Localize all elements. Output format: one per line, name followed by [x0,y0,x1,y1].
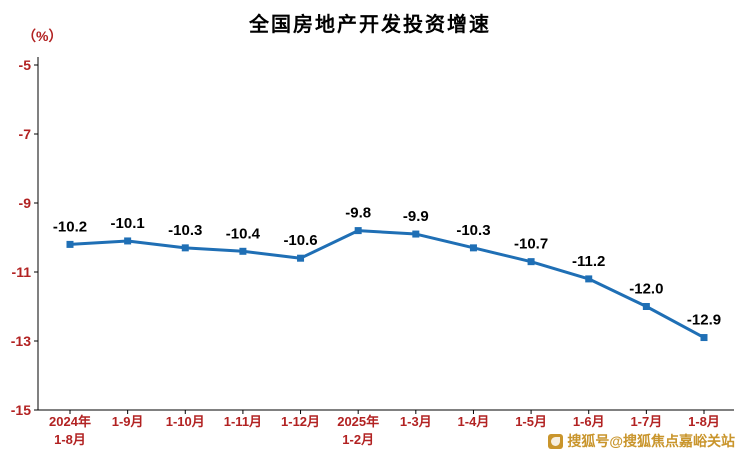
series-line [68,229,706,340]
x-tick-label: 1-3月 [400,414,432,429]
data-label: -12.0 [629,281,663,298]
data-label: -10.7 [514,236,548,253]
data-label: -9.8 [345,205,371,222]
x-tick-label: 1-4月 [458,414,490,429]
x-tick-label: 2024年 [49,414,91,429]
data-point [642,303,650,310]
y-tick-label: -15 [11,402,31,418]
y-axis-unit-label: （%） [22,28,63,44]
y-tick-label: -9 [19,195,32,211]
data-label: -10.3 [168,222,202,239]
data-label: -12.9 [687,312,721,329]
y-tick-label: -7 [19,126,32,142]
x-tick-label: 1-9月 [112,414,144,429]
x-tick-label: 1-12月 [281,414,320,429]
data-label: -10.1 [111,215,145,232]
data-point [239,247,247,255]
y-tick-label: -13 [11,333,31,349]
x-tick-label: 1-10月 [166,414,205,429]
watermark-text: 搜狐号@搜狐焦点嘉峪关站 [567,433,735,449]
data-label: -10.2 [53,218,87,235]
x-tick-label: 1-6月 [573,414,605,429]
data-point [66,240,74,248]
sohu-logo-icon [548,433,564,449]
data-point [297,254,305,262]
data-point [527,258,535,266]
data-point [181,244,189,252]
data-label: -9.9 [403,208,429,225]
y-tick-label: -11 [12,264,32,280]
y-tick-label: -5 [19,57,32,73]
data-point [124,237,132,245]
x-tick-label: 1-5月 [515,414,547,429]
x-tick-label: 1-7月 [630,414,662,429]
x-tick-label: 1-8月 [54,432,86,447]
data-point [354,227,362,235]
data-point [700,334,708,342]
data-label: -10.6 [283,232,317,249]
data-label: -10.3 [456,222,490,239]
x-tick-label: 1-2月 [342,432,374,447]
data-label: -10.4 [226,225,261,242]
x-tick-label: 2025年 [337,414,379,429]
data-point [412,230,420,238]
x-tick-label: 1-8月 [688,414,720,429]
data-point [469,244,477,252]
x-tick-label: 1-11月 [224,414,262,429]
watermark: 搜狐号@搜狐焦点嘉峪关站 [548,431,735,451]
data-label: -11.2 [572,253,605,270]
data-point [585,275,593,283]
chart-title: 全国房地产开发投资增速 [249,14,491,36]
